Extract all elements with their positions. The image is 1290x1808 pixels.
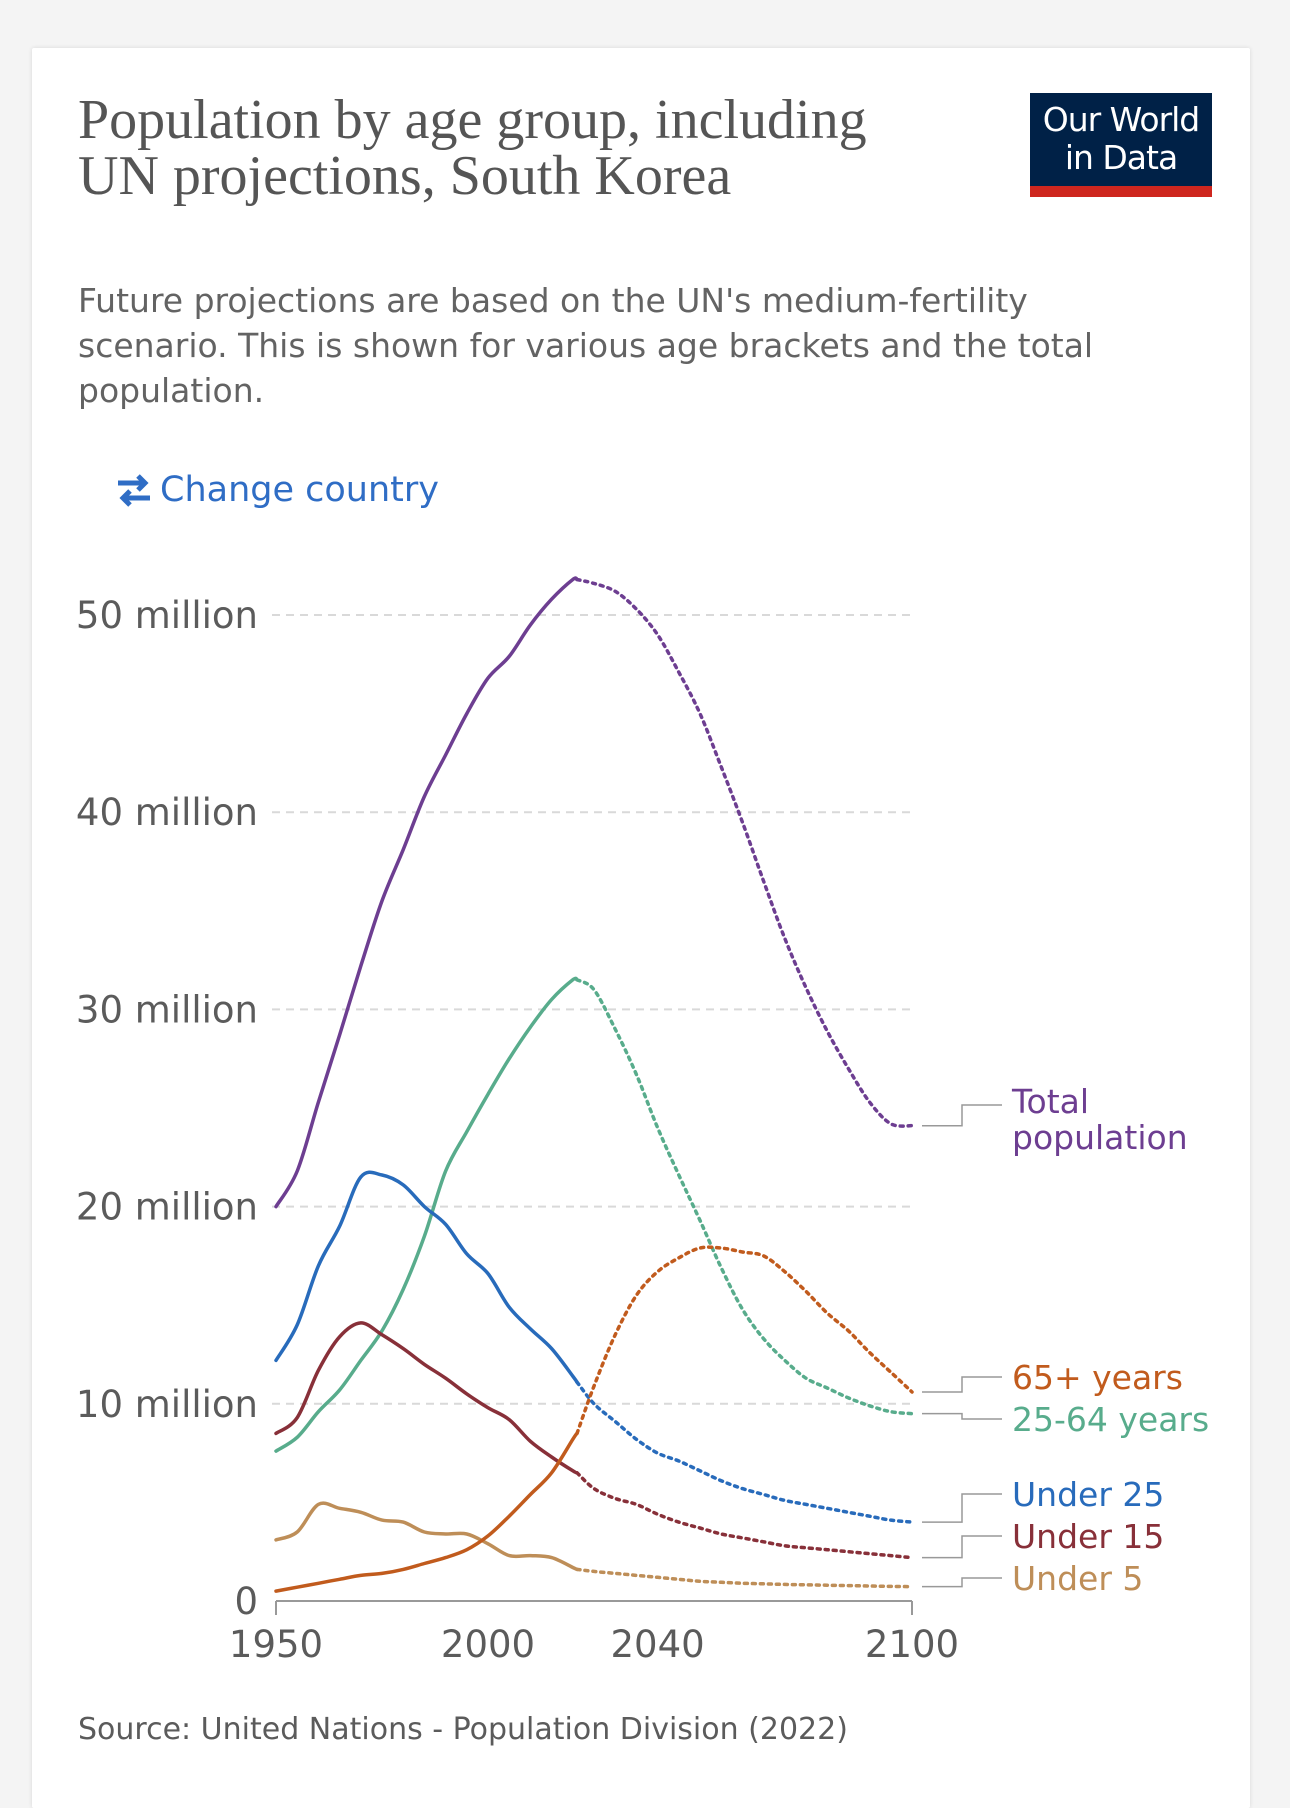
legend-label-65-years: 65+ years — [1012, 1358, 1183, 1397]
legend-label-total-population: population — [1012, 1118, 1188, 1157]
x-tick-label: 2100 — [865, 1623, 959, 1666]
series-line-under-5[interactable] — [276, 1503, 577, 1569]
legend-connector — [922, 1377, 1002, 1392]
legend-label-under-25: Under 25 — [1012, 1475, 1164, 1514]
legend-connector — [922, 1105, 1002, 1126]
series-line-under-15[interactable] — [276, 1323, 577, 1473]
series-projection-25-64-years[interactable] — [577, 980, 912, 1414]
series-line-65-years[interactable] — [276, 1433, 577, 1591]
y-tick-label: 40 million — [76, 791, 258, 834]
legend-connector — [922, 1578, 1002, 1587]
series-projection-65-years[interactable] — [577, 1247, 912, 1433]
line-chart: 0 10 million 20 million 30 million 40 millio… — [0, 0, 1290, 1758]
y-tick-label: 0 — [234, 1580, 258, 1623]
y-tick-label: 50 million — [76, 594, 258, 637]
series-projection-under-5[interactable] — [577, 1569, 912, 1586]
series-line-total-population[interactable] — [276, 578, 577, 1207]
series-line-under-25[interactable] — [276, 1172, 577, 1382]
y-tick-label: 10 million — [76, 1383, 258, 1426]
series-projection-total-population[interactable] — [577, 580, 912, 1127]
y-tick-label: 30 million — [76, 988, 258, 1031]
legend-label-total-population: Total — [1011, 1082, 1089, 1121]
x-tick-label: 2000 — [441, 1623, 535, 1666]
legend-label-under-15: Under 15 — [1012, 1517, 1164, 1556]
legend-connector — [922, 1536, 1002, 1558]
legend-connector — [922, 1414, 1002, 1419]
x-tick-label: 2040 — [611, 1623, 705, 1666]
legend-label-25-64-years: 25-64 years — [1012, 1400, 1209, 1439]
source-note: Source: United Nations - Population Divi… — [78, 1712, 848, 1747]
y-tick-label: 20 million — [76, 1186, 258, 1229]
legend-connector — [922, 1494, 1002, 1522]
series-line-25-64-years[interactable] — [276, 978, 577, 1451]
legend-label-under-5: Under 5 — [1012, 1559, 1143, 1598]
x-tick-label: 1950 — [229, 1623, 323, 1666]
